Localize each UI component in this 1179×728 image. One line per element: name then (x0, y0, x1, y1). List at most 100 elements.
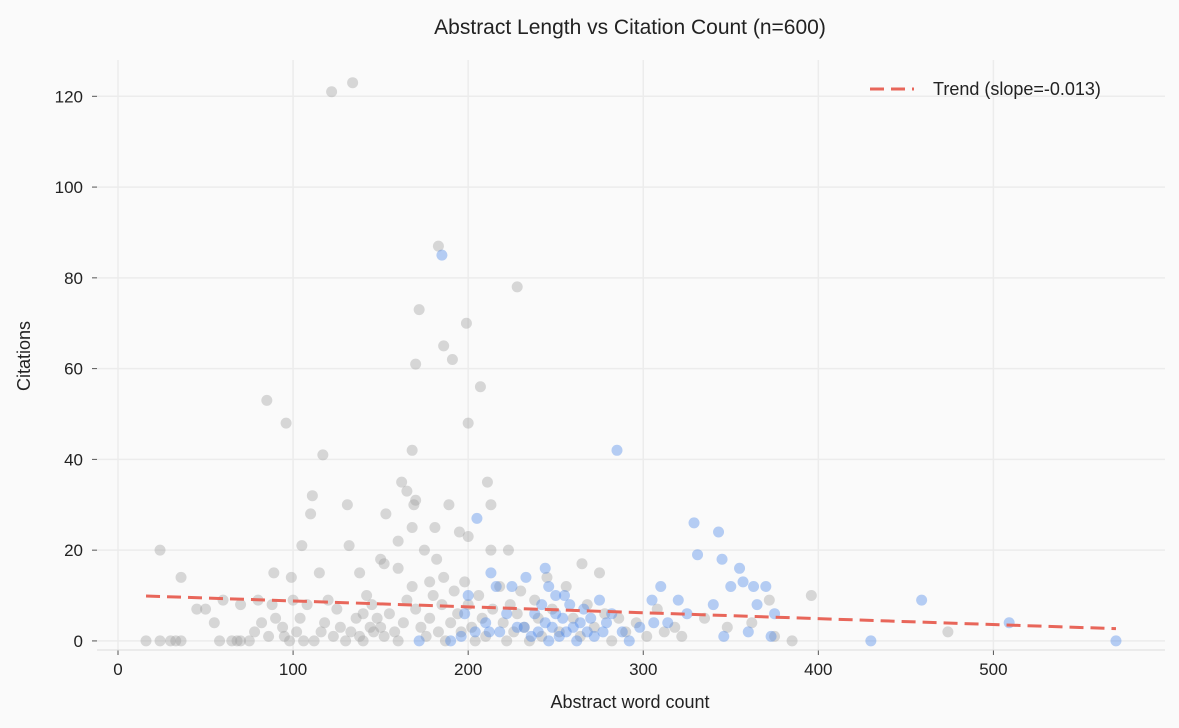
data-point-blue (688, 517, 700, 529)
data-point-grey (285, 571, 297, 583)
data-point-grey (494, 580, 506, 592)
x-axis-label: Abstract word count (550, 692, 709, 712)
data-point-grey (380, 508, 392, 520)
data-point-grey (515, 585, 527, 597)
data-point-grey (481, 476, 493, 488)
data-point-grey (676, 630, 688, 642)
data-point-grey (746, 617, 758, 629)
data-point-blue (585, 612, 597, 624)
data-point-grey (462, 417, 474, 429)
data-point-grey (415, 621, 427, 633)
data-point-blue (662, 617, 674, 629)
data-point-grey (942, 626, 954, 638)
data-point-grey (305, 508, 317, 520)
data-point-grey (593, 567, 605, 579)
data-point-grey (284, 635, 296, 647)
x-tick-label: 0 (113, 660, 122, 679)
data-point-grey (261, 394, 273, 406)
data-point-grey (343, 540, 355, 552)
data-point-grey (208, 617, 220, 629)
data-point-grey (401, 594, 413, 606)
data-point-blue (588, 630, 600, 642)
data-point-grey (368, 626, 380, 638)
data-point-grey (459, 576, 471, 588)
data-point-grey (154, 544, 166, 556)
data-point-grey (588, 621, 600, 633)
data-point-blue (532, 626, 544, 638)
data-point-grey (378, 558, 390, 570)
data-point-grey (474, 381, 486, 393)
data-point-blue (462, 590, 474, 602)
data-point-grey (446, 354, 458, 366)
data-point-grey (541, 571, 553, 583)
data-point-grey (200, 603, 212, 615)
data-point-grey (453, 526, 465, 538)
data-point-blue (546, 621, 558, 633)
data-point-grey (438, 571, 450, 583)
data-point-grey (462, 531, 474, 543)
data-point-grey (763, 594, 775, 606)
data-point-grey (658, 626, 670, 638)
data-point-grey (424, 576, 436, 588)
data-point-blue (734, 562, 746, 574)
data-point-grey (532, 612, 544, 624)
data-point-grey (574, 630, 586, 642)
data-point-blue (543, 580, 555, 592)
data-point-grey (378, 630, 390, 642)
data-point-grey (231, 635, 243, 647)
data-point-blue (455, 630, 467, 642)
data-point-grey (357, 608, 369, 620)
data-point-blue (550, 590, 562, 602)
ticks: 0 100 200 300 400 500 0 20 40 60 80 100 120 (55, 87, 1008, 679)
data-point-blue (672, 594, 684, 606)
data-point-grey (406, 580, 418, 592)
data-point-blue (560, 626, 572, 638)
data-point-grey (401, 485, 413, 497)
data-point-grey (319, 617, 331, 629)
data-point-grey (294, 612, 306, 624)
data-point-blue (646, 594, 658, 606)
data-point-grey (298, 635, 310, 647)
data-point-grey (410, 494, 422, 506)
data-point-grey (263, 630, 275, 642)
data-point-grey (669, 621, 681, 633)
data-point-grey (408, 499, 420, 511)
data-point-grey (361, 590, 373, 602)
data-point-grey (523, 635, 535, 647)
data-point-grey (480, 630, 492, 642)
data-point-grey (280, 417, 292, 429)
data-point-grey (165, 635, 177, 647)
data-point-blue (485, 567, 497, 579)
data-point-grey (341, 499, 353, 511)
data-point-grey (567, 612, 579, 624)
data-point-grey (630, 617, 642, 629)
legend-trend-label: Trend (slope=-0.013) (933, 79, 1101, 99)
x-tick-label: 500 (979, 660, 1007, 679)
y-axis-label: Citations (14, 321, 34, 391)
data-point-blue (483, 626, 495, 638)
data-point-blue (713, 526, 725, 538)
data-point-grey (418, 544, 430, 556)
data-point-blue (520, 571, 532, 583)
data-point-grey (620, 626, 632, 638)
data-point-grey (375, 621, 387, 633)
data-point-blue (445, 635, 457, 647)
data-point-blue (529, 608, 541, 620)
data-point-blue (518, 621, 530, 633)
data-point-blue (539, 562, 551, 574)
data-point-blue (692, 549, 704, 561)
data-point-grey (445, 617, 457, 629)
data-point-grey (315, 626, 327, 638)
data-point-blue (597, 626, 609, 638)
data-point-blue (494, 626, 506, 638)
data-point-grey (613, 612, 625, 624)
data-point-grey (340, 635, 352, 647)
data-point-blue (611, 444, 623, 456)
data-point-grey (326, 86, 338, 98)
data-point-blue (737, 576, 749, 588)
data-point-blue (558, 590, 570, 602)
data-point-grey (396, 476, 408, 488)
data-point-grey (805, 590, 817, 602)
data-point-blue (725, 580, 737, 592)
